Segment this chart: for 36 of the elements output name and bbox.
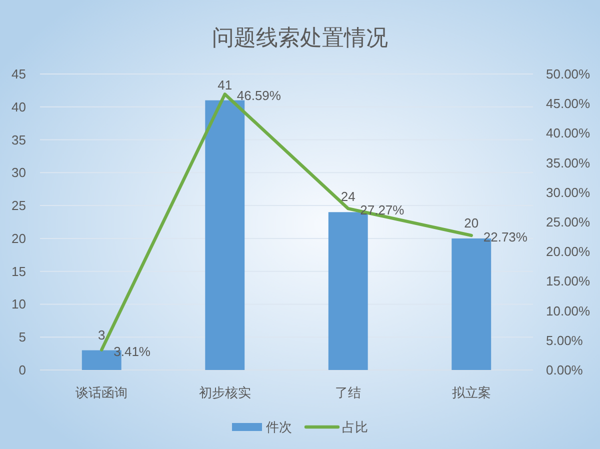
y2-tick-label: 5.00%	[546, 332, 584, 348]
y2-tick-label: 10.00%	[546, 303, 591, 318]
data-label: 46.59%	[236, 88, 282, 104]
x-tick-label: 了结	[335, 385, 362, 400]
y-tick-label: 0	[18, 362, 26, 378]
y2-tick-label: 45.00%	[546, 96, 591, 112]
title: 问题线索处置情况	[212, 25, 388, 50]
data-label: 24	[340, 189, 356, 204]
data-label: 22.73%	[483, 229, 528, 244]
y-tick-label: 35	[12, 132, 26, 148]
data-label: 3	[98, 327, 106, 342]
y-tick-label: 15	[12, 264, 26, 279]
y-tick-label: 10	[12, 296, 26, 312]
y2-tick-label: 40.00%	[546, 126, 591, 141]
data-label: 3.41%	[114, 344, 151, 359]
y2-tick-label: 50.00%	[546, 66, 591, 82]
y-tick-label: 30	[12, 165, 26, 180]
x-tick-label: 拟立案	[452, 385, 491, 400]
y2-tick-label: 0.00%	[546, 362, 584, 378]
y2-tick-label: 15.00%	[546, 274, 591, 289]
y-tick-label: 20	[12, 230, 26, 246]
y2-tick-label: 25.00%	[546, 214, 591, 230]
data-label: 41	[218, 77, 232, 92]
legend-label: 件次	[266, 420, 292, 434]
y2-tick-label: 35.00%	[546, 155, 591, 170]
data-label: 27.27%	[360, 202, 405, 218]
x-tick-label: 初步核实	[198, 385, 251, 400]
y-tick-label: 45	[12, 66, 26, 82]
data-label: 20	[464, 215, 479, 230]
y2-tick-label: 30.00%	[546, 184, 591, 200]
legend-label: 占比	[342, 420, 368, 434]
y-tick-label: 5	[18, 330, 26, 345]
y-tick-label: 25	[12, 198, 26, 214]
y2-tick-label: 20.00%	[546, 244, 591, 260]
x-tick-label: 谈话函询	[76, 385, 128, 400]
y-tick-label: 40	[12, 99, 26, 114]
